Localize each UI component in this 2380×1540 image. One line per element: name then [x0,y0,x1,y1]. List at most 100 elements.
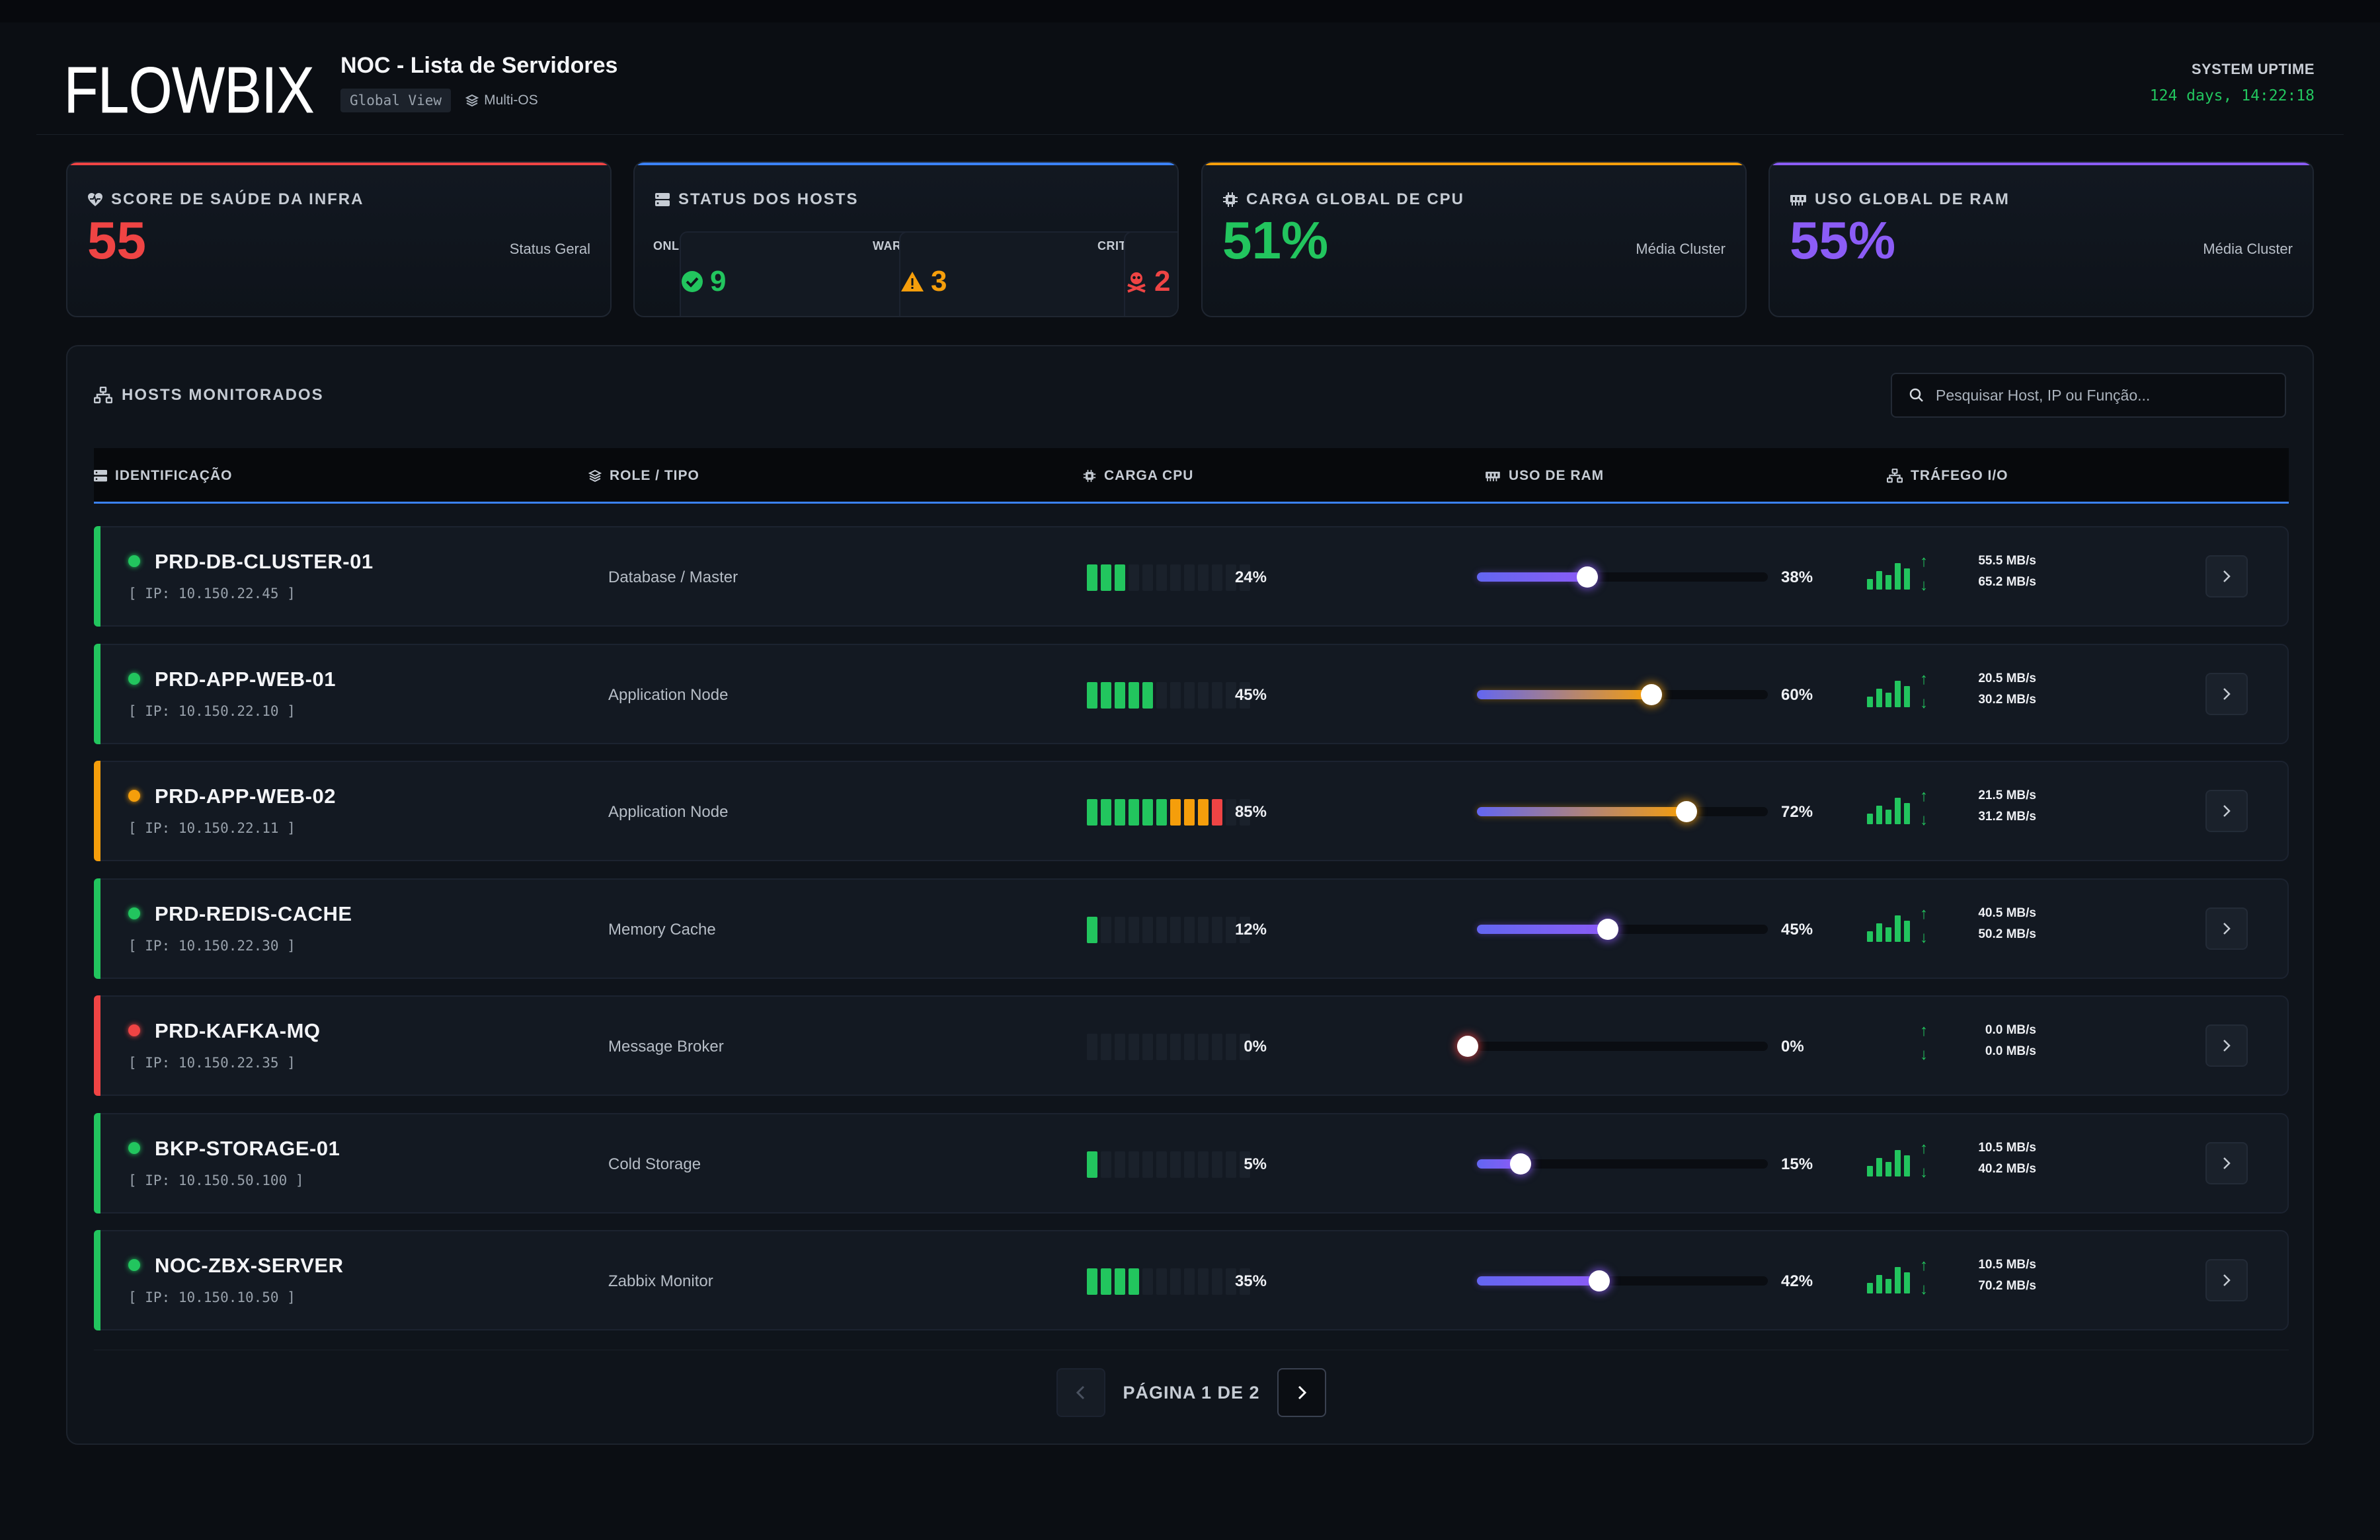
row-details-button[interactable] [2205,1141,2248,1184]
kpi-ram-card: USO GLOBAL DE RAM 55% Média Cluster [1768,161,2314,317]
table-row[interactable]: PRD-REDIS-CACHE [ IP: 10.150.22.30 ] Mem… [94,878,2289,979]
cpu-segment [1142,1151,1153,1178]
io-download: 30.2 MB/s [1978,692,2036,707]
io-bar [1904,920,1910,942]
ram-slider-knob[interactable] [1641,683,1662,705]
cpu-segment [1156,681,1167,709]
cpu-segment [1156,1268,1167,1295]
row-details-button[interactable] [2205,1259,2248,1301]
column-header-role[interactable]: ROLE / TIPO [588,448,699,504]
host-ip: [ IP: 10.150.22.10 ] [128,703,296,719]
kpi-hosts-card: STATUS DOS HOSTS 9 ONLINE 3 WARNING 2 CR… [633,161,1179,317]
column-header-io[interactable]: TRÁFEGO I/O [1887,448,2008,504]
search-box[interactable] [1891,373,2286,418]
next-page-button[interactable] [1277,1368,1326,1417]
io-bar [1867,1165,1873,1176]
table-row[interactable]: BKP-STORAGE-01 [ IP: 10.150.50.100 ] Col… [94,1112,2289,1213]
cpu-segment [1115,564,1125,591]
ram-slider-knob[interactable] [1577,566,1599,588]
table-row[interactable]: PRD-APP-WEB-02 [ IP: 10.150.22.11 ] Appl… [94,761,2289,861]
ram-slider-knob[interactable] [1675,801,1697,822]
prev-page-button[interactable] [1056,1368,1106,1417]
io-download: 40.2 MB/s [1978,1161,2036,1176]
cpu-segment [1226,916,1236,943]
table-row[interactable]: PRD-DB-CLUSTER-01 [ IP: 10.150.22.45 ] D… [94,526,2289,627]
arrow-up-icon: ↑ [1920,904,1928,923]
cpu-percent: 85% [1234,803,1267,821]
ram-slider-knob[interactable] [1510,1153,1531,1174]
uptime-value: 124 days, 14:22:18 [2149,87,2315,104]
io-arrows: ↑ ↓ [1920,787,1928,829]
host-name[interactable]: NOC-ZBX-SERVER [155,1254,344,1277]
network-icon [94,387,112,404]
io-arrows: ↑ ↓ [1920,1256,1928,1299]
status-bar [94,643,100,744]
cpu-meter [1087,1268,1250,1295]
io-upload: 20.5 MB/s [1978,671,2036,685]
ram-fill [1477,689,1651,699]
row-details-button[interactable] [2205,672,2248,715]
table-row[interactable]: NOC-ZBX-SERVER [ IP: 10.150.10.50 ] Zabb… [94,1230,2289,1330]
column-header-identification[interactable]: IDENTIFICAÇÃO [94,448,233,504]
status-dot [128,672,140,685]
row-details-button[interactable] [2205,790,2248,832]
search-input[interactable] [1936,386,2280,404]
host-ip: [ IP: 10.150.22.30 ] [128,937,296,954]
cpu-segment [1129,916,1139,943]
cpu-meter [1087,564,1250,591]
host-name[interactable]: BKP-STORAGE-01 [155,1136,340,1160]
ram-bar [1477,918,1768,940]
memory-icon [1486,471,1500,482]
cpu-segment [1142,564,1153,591]
cpu-segment [1240,1151,1250,1178]
host-name[interactable]: PRD-APP-WEB-02 [155,785,336,808]
cpu-percent: 35% [1234,1272,1267,1290]
status-dot [128,907,140,919]
page-header: FLOWBIX NOC - Lista de Servidores Global… [36,22,2344,135]
kpi-health-card: SCORE DE SAÚDE DA INFRA 55 Status Geral [66,161,612,317]
row-details-button[interactable] [2205,555,2248,597]
cpu-meter [1087,916,1250,943]
cpu-segment [1212,681,1222,709]
kpi-cpu-sub: Média Cluster [1636,241,1726,257]
cpu-segment [1184,1034,1195,1060]
table-row[interactable]: PRD-KAFKA-MQ [ IP: 10.150.22.35 ] Messag… [94,995,2289,1096]
chevron-right-icon [2223,1040,2231,1052]
arrow-up-icon: ↑ [1920,1139,1928,1157]
host-role: Application Node [608,803,729,821]
ram-percent: 0% [1781,1038,1804,1056]
io-bar [1885,1279,1891,1293]
io-bar [1895,1149,1901,1176]
ram-slider-knob[interactable] [1597,918,1618,940]
row-details-button[interactable] [2205,1024,2248,1067]
arrow-up-icon: ↑ [1920,787,1928,805]
row-details-button[interactable] [2205,907,2248,950]
cpu-segment [1087,1034,1097,1060]
host-role: Application Node [608,685,729,704]
table-row[interactable]: PRD-APP-WEB-01 [ IP: 10.150.22.10 ] Appl… [94,643,2289,744]
host-name[interactable]: PRD-REDIS-CACHE [155,902,352,925]
ram-slider-knob[interactable] [1457,1036,1478,1057]
host-name[interactable]: PRD-KAFKA-MQ [155,1019,321,1042]
host-name[interactable]: PRD-APP-WEB-01 [155,667,336,691]
io-values: 10.5 MB/s 40.2 MB/s [1958,1141,2036,1176]
io-download: 31.2 MB/s [1978,810,2036,824]
io-values: 55.5 MB/s 65.2 MB/s [1958,554,2036,590]
column-header-cpu[interactable]: CARGA CPU [1083,448,1193,504]
cpu-segment [1226,1034,1236,1060]
cpu-segment [1115,1151,1125,1178]
cpu-percent: 45% [1234,685,1267,704]
io-bar [1904,568,1910,590]
ram-slider-knob[interactable] [1588,1270,1610,1291]
column-header-ram[interactable]: USO DE RAM [1485,448,1604,504]
ram-bar [1477,1270,1768,1291]
cpu-segment [1212,799,1222,826]
ram-fill [1477,924,1608,934]
chevron-right-icon [2223,1274,2231,1286]
cpu-segment [1240,564,1250,591]
cpu-segment [1212,916,1222,943]
cpu-segment [1129,799,1139,826]
cpu-segment [1240,1034,1250,1060]
host-name[interactable]: PRD-DB-CLUSTER-01 [155,550,374,573]
cpu-segment [1184,564,1195,591]
